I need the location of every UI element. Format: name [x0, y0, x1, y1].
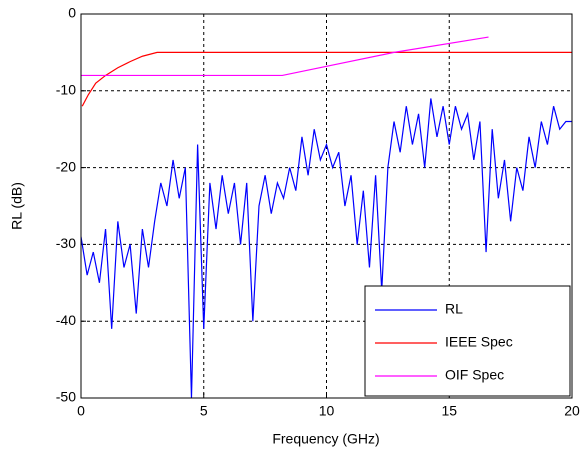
- x-tick-label: 20: [564, 403, 580, 419]
- y-tick-label: -20: [56, 158, 76, 174]
- x-axis-label: Frequency (GHz): [272, 431, 379, 447]
- legend-label: IEEE Spec: [445, 334, 513, 350]
- y-tick-label: -10: [56, 82, 76, 98]
- legend-label: RL: [445, 301, 463, 317]
- series-line: [81, 36, 489, 77]
- y-tick-label: -50: [56, 389, 76, 405]
- y-axis-label: RL (dB): [9, 182, 25, 230]
- legend: RL IEEE Spec OIF Spec: [364, 285, 571, 397]
- series-line: [81, 98, 572, 398]
- x-tick-label: 0: [77, 403, 85, 419]
- series-line: [81, 51, 572, 107]
- legend-box: [364, 285, 571, 397]
- plot-border: [80, 13, 573, 399]
- x-tick-label: 10: [319, 403, 335, 419]
- x-tick-label: 15: [441, 403, 457, 419]
- y-tick-label: 0: [68, 5, 76, 21]
- x-tick-label: 5: [200, 403, 208, 419]
- y-tick-label: -30: [56, 235, 76, 251]
- legend-label: OIF Spec: [445, 367, 504, 383]
- y-tick-label: -40: [56, 312, 76, 328]
